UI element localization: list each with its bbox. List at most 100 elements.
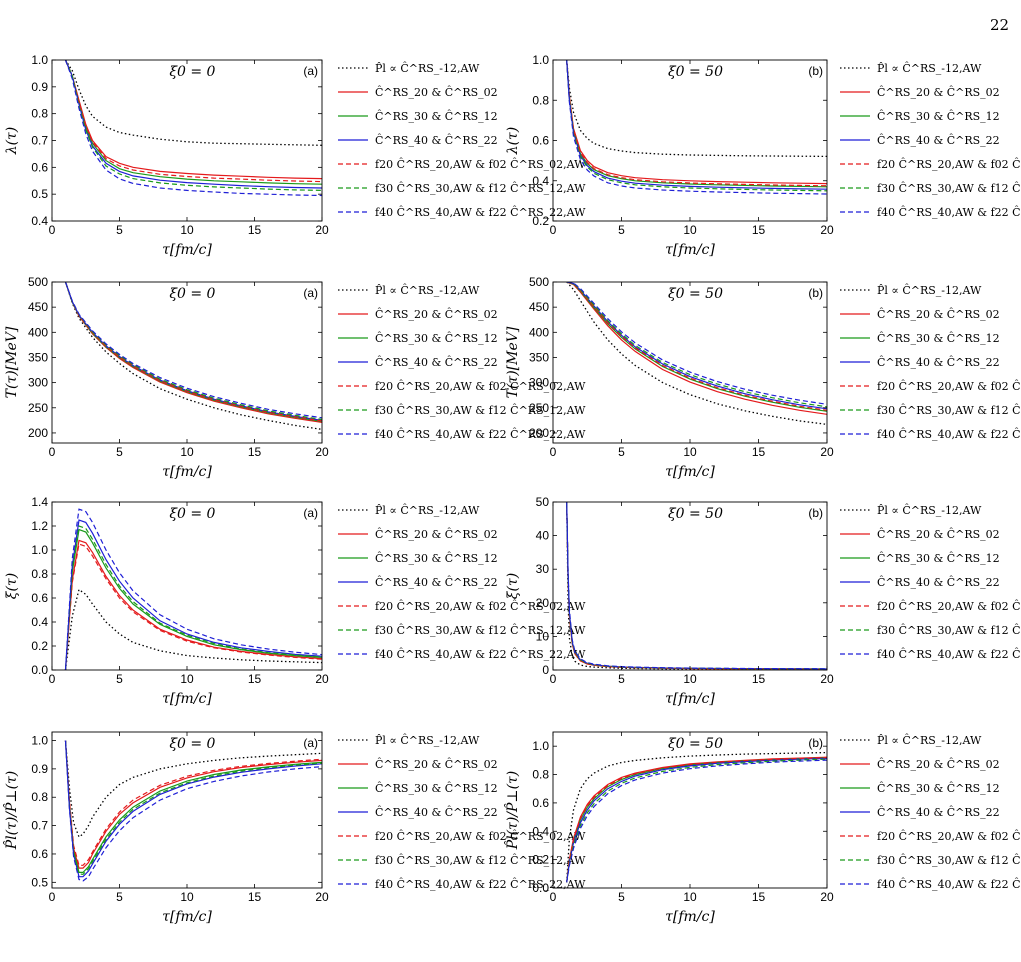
series-line-0 bbox=[64, 60, 322, 146]
panel-tag: (a) bbox=[303, 64, 318, 78]
legend-label: Ĉ^RS_40 & Ĉ^RS_22 bbox=[375, 575, 498, 589]
panel-title: ξ0 = 50 bbox=[668, 286, 723, 302]
y-tick-label: 500 bbox=[28, 275, 48, 289]
legend-label: P̂l ∝ Ĉ^RS_-12,AW bbox=[375, 283, 480, 297]
legend-label: P̂l ∝ Ĉ^RS_-12,AW bbox=[375, 61, 480, 75]
legend: P̂l ∝ Ĉ^RS_-12,AW Ĉ^RS_20 & Ĉ^RS_02 Ĉ^RS_3… bbox=[338, 61, 586, 219]
legend-label: f40 Ĉ^RS_40,AW & f22 Ĉ^RS_22,AW bbox=[877, 427, 1021, 441]
legend-label: f20 Ĉ^RS_20,AW & f02 Ĉ^RS_02,AW bbox=[877, 379, 1021, 393]
series-line-4 bbox=[566, 756, 827, 883]
panel-tag: (b) bbox=[808, 506, 823, 520]
plot-frame bbox=[51, 281, 323, 444]
y-tick-label: 0.2 bbox=[31, 639, 48, 653]
legend-label: f20 Ĉ^RS_20,AW & f02 Ĉ^RS_02,AW bbox=[375, 157, 586, 171]
series-line-4 bbox=[64, 60, 322, 183]
y-tick-label: 0.6 bbox=[31, 160, 48, 174]
legend-label: f20 Ĉ^RS_20,AW & f02 Ĉ^RS_02,AW bbox=[877, 157, 1021, 171]
panel-tag: (b) bbox=[808, 64, 823, 78]
legend-label: Ĉ^RS_40 & Ĉ^RS_22 bbox=[877, 575, 1000, 589]
y-tick-label: 0.2 bbox=[532, 853, 549, 867]
series-group bbox=[566, 282, 827, 426]
y-tick-label: 300 bbox=[529, 376, 549, 390]
series-line-2 bbox=[566, 757, 827, 883]
x-tick-label: 10 bbox=[683, 672, 697, 686]
x-tick-label: 5 bbox=[618, 890, 625, 904]
y-tick-label: 0.6 bbox=[31, 847, 48, 861]
legend-label: Ĉ^RS_20 & Ĉ^RS_02 bbox=[375, 85, 498, 99]
series-line-5 bbox=[566, 282, 827, 408]
x-tick-label: 10 bbox=[180, 445, 194, 459]
x-axis-label: τ[fm/c] bbox=[665, 691, 715, 707]
y-tick-label: 350 bbox=[529, 350, 549, 364]
panel-title: ξ0 = 0 bbox=[169, 506, 215, 522]
panel-title: ξ0 = 0 bbox=[169, 64, 215, 80]
series-line-1 bbox=[64, 740, 322, 869]
legend-label: f30 Ĉ^RS_30,AW & f12 Ĉ^RS_12,AW bbox=[877, 181, 1021, 195]
legend-label: Ĉ^RS_40 & Ĉ^RS_22 bbox=[375, 355, 498, 369]
y-tick-label: 0.4 bbox=[532, 824, 549, 838]
legend: P̂l ∝ Ĉ^RS_-12,AW Ĉ^RS_20 & Ĉ^RS_02 Ĉ^RS_3… bbox=[840, 733, 1021, 891]
y-axis-label: P̂l(τ)/P̂⊥(τ) bbox=[2, 771, 20, 851]
legend: P̂l ∝ Ĉ^RS_-12,AW Ĉ^RS_20 & Ĉ^RS_02 Ĉ^RS_3… bbox=[338, 283, 586, 441]
legend-label: f30 Ĉ^RS_30,AW & f12 Ĉ^RS_12,AW bbox=[877, 853, 1021, 867]
legend-label: Ĉ^RS_20 & Ĉ^RS_02 bbox=[375, 527, 498, 541]
y-tick-label: 0.8 bbox=[31, 107, 48, 121]
x-tick-label: 5 bbox=[618, 672, 625, 686]
series-line-1 bbox=[64, 282, 322, 423]
legend: P̂l ∝ Ĉ^RS_-12,AW Ĉ^RS_20 & Ĉ^RS_02 Ĉ^RS_3… bbox=[840, 503, 1021, 661]
y-tick-label: 0.4 bbox=[31, 214, 48, 228]
series-line-1 bbox=[64, 539, 322, 670]
series-line-4 bbox=[566, 502, 827, 670]
legend-label: P̂l ∝ Ĉ^RS_-12,AW bbox=[877, 283, 982, 297]
legend-label: Ĉ^RS_30 & Ĉ^RS_12 bbox=[877, 109, 1000, 123]
y-tick-label: 1.0 bbox=[31, 734, 48, 748]
series-line-0 bbox=[64, 282, 322, 431]
y-tick-label: 1.0 bbox=[532, 739, 549, 753]
y-tick-label: 0.7 bbox=[31, 819, 48, 833]
chart-panel-3: 0 5 10 15 20 200 250 300 350 400 450 500 τ[fm/c] T(τ)… bbox=[505, 275, 1021, 480]
series-line-6 bbox=[64, 282, 322, 419]
chart-panel-4: 0 5 10 15 20 0.0 0.2 0.4 0.6 0.8 1.0 1.2 1.4 τ[fm/c] ξ… bbox=[4, 495, 586, 707]
y-tick-label: 30 bbox=[536, 562, 550, 576]
series-line-3 bbox=[566, 502, 827, 670]
legend-label: Ĉ^RS_20 & Ĉ^RS_02 bbox=[877, 85, 1000, 99]
plot-frame bbox=[552, 731, 828, 889]
legend-label: Ĉ^RS_30 & Ĉ^RS_12 bbox=[877, 781, 1000, 795]
x-tick-label: 5 bbox=[116, 672, 123, 686]
x-tick-label: 0 bbox=[550, 890, 557, 904]
x-tick-label: 10 bbox=[180, 223, 194, 237]
series-line-2 bbox=[64, 528, 322, 670]
legend-label: Ĉ^RS_40 & Ĉ^RS_22 bbox=[877, 805, 1000, 819]
x-axis-label: τ[fm/c] bbox=[162, 909, 212, 925]
panel-title: ξ0 = 50 bbox=[668, 506, 723, 522]
legend-label: f30 Ĉ^RS_30,AW & f12 Ĉ^RS_12,AW bbox=[375, 181, 586, 195]
legend-label: Ĉ^RS_30 & Ĉ^RS_12 bbox=[877, 551, 1000, 565]
y-tick-label: 0.2 bbox=[532, 214, 549, 228]
y-tick-label: 0.9 bbox=[31, 80, 48, 94]
series-line-1 bbox=[566, 282, 827, 415]
panel-title: ξ0 = 0 bbox=[169, 286, 215, 302]
legend: P̂l ∝ Ĉ^RS_-12,AW Ĉ^RS_20 & Ĉ^RS_02 Ĉ^RS_3… bbox=[338, 733, 586, 891]
y-tick-label: 0.9 bbox=[31, 762, 48, 776]
series-line-6 bbox=[566, 282, 827, 405]
legend-label: Ĉ^RS_30 & Ĉ^RS_12 bbox=[375, 551, 498, 565]
x-axis-label: τ[fm/c] bbox=[665, 464, 715, 480]
series-line-1 bbox=[566, 502, 827, 670]
x-tick-label: 10 bbox=[180, 890, 194, 904]
series-line-6 bbox=[566, 759, 827, 883]
legend-label: f40 Ĉ^RS_40,AW & f22 Ĉ^RS_22,AW bbox=[877, 647, 1021, 661]
y-tick-label: 450 bbox=[529, 300, 549, 314]
x-tick-label: 10 bbox=[683, 223, 697, 237]
x-tick-label: 20 bbox=[820, 672, 834, 686]
series-line-0 bbox=[566, 502, 827, 670]
series-line-0 bbox=[566, 282, 827, 426]
y-tick-label: 0.8 bbox=[31, 790, 48, 804]
y-tick-label: 450 bbox=[28, 300, 48, 314]
x-tick-label: 5 bbox=[116, 445, 123, 459]
y-tick-label: 0.8 bbox=[532, 768, 549, 782]
x-tick-label: 0 bbox=[49, 890, 56, 904]
legend-label: f30 Ĉ^RS_30,AW & f12 Ĉ^RS_12,AW bbox=[877, 403, 1021, 417]
y-tick-label: 0.8 bbox=[532, 93, 549, 107]
series-line-3 bbox=[64, 60, 322, 189]
legend-label: f30 Ĉ^RS_30,AW & f12 Ĉ^RS_12,AW bbox=[877, 623, 1021, 637]
